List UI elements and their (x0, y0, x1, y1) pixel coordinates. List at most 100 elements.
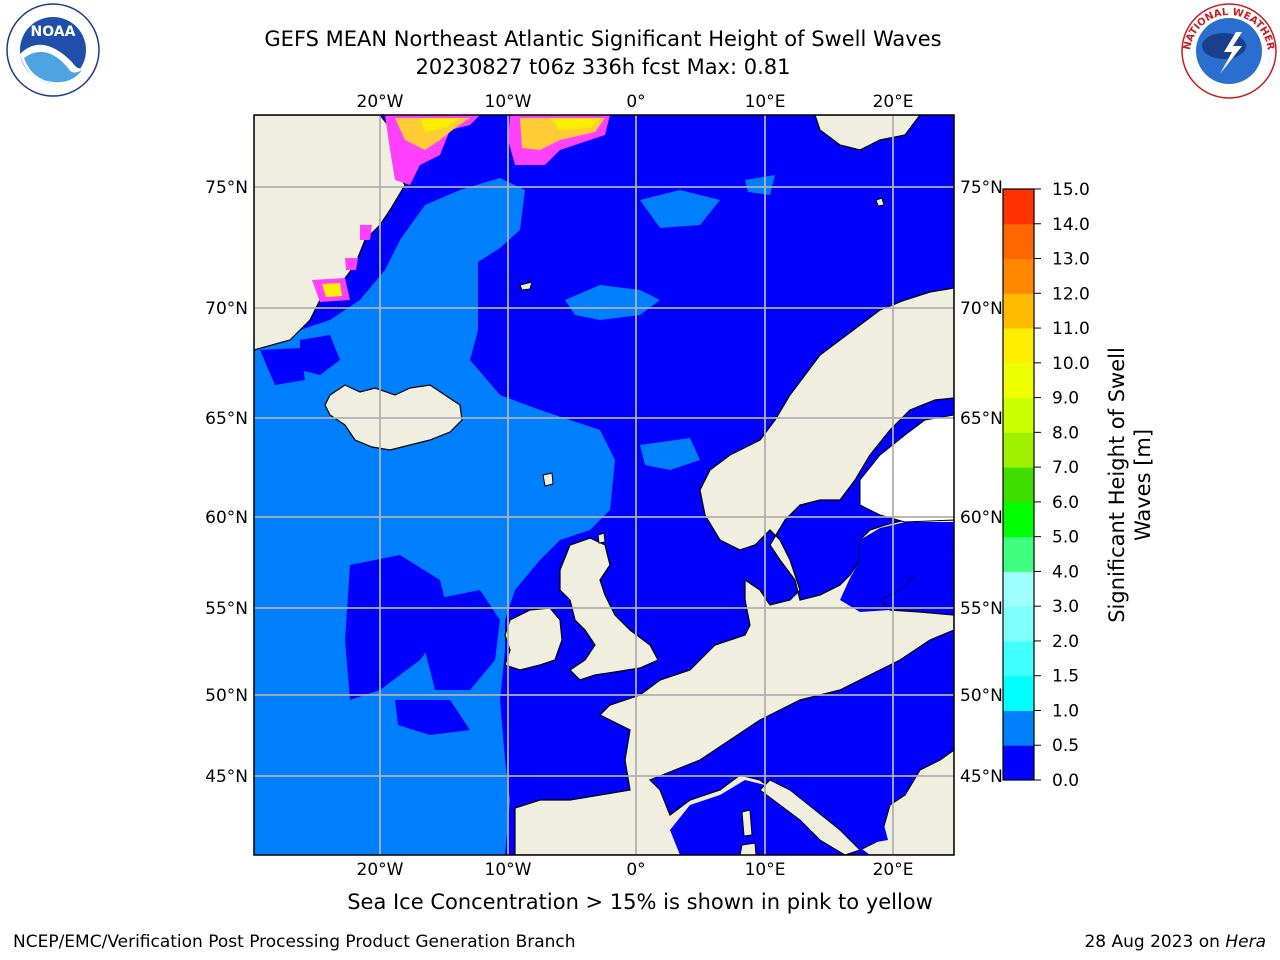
colorbar-tick-label: 7.0 (1052, 458, 1079, 478)
land-corsica (741, 809, 753, 837)
land-sardinia (739, 842, 757, 855)
land-great-britain (559, 537, 659, 681)
colorbar-swatch (1003, 536, 1034, 572)
colorbar-swatch (1003, 293, 1034, 329)
colorbar-tick-label: 9.0 (1052, 389, 1079, 409)
colorbar-frame (1002, 188, 1035, 781)
lat-tick-label-left: 70°N (205, 299, 248, 319)
lon-tick-label-top: 20°W (357, 92, 404, 112)
sea-ice-fram-high (550, 118, 600, 130)
noaa-logo: NOAA (6, 3, 100, 97)
land-bear-island (875, 197, 885, 207)
colorbar-swatch (1003, 328, 1034, 364)
lon-tick-label-top: 20°E (873, 92, 914, 112)
lat-tick-label-left: 75°N (205, 178, 248, 198)
colorbar-tick-label: 1.5 (1052, 667, 1079, 687)
colorbar: 0.0 0.5 1.0 1.5 2.0 3.0 4.0 5.0 6.0 7.0 8.0 9.0 10.0… (1002, 180, 1090, 791)
colorbar-tick-label: 14.0 (1052, 215, 1090, 235)
land-jan-mayen (519, 281, 533, 291)
colorbar-swatch (1003, 710, 1034, 746)
colorbar-swatch (1003, 362, 1034, 399)
lat-tick-label-right: 65°N (960, 409, 1003, 429)
colorbar-swatch (1003, 223, 1034, 260)
lat-tick-label-right: 75°N (960, 178, 1003, 198)
colorbar-swatch (1003, 467, 1034, 503)
colorbar-tick-label: 13.0 (1052, 250, 1090, 270)
colorbar-swatch (1003, 501, 1034, 538)
colorbar-swatch (1003, 397, 1034, 433)
lat-tick-label-right: 60°N (960, 508, 1003, 528)
footer-date: 28 Aug 2023 on Hera (1084, 932, 1266, 952)
lon-tick-label-bottom: 10°W (485, 860, 532, 880)
footer-date-text: 28 Aug 2023 on (1084, 932, 1226, 952)
colorbar-tick-label: 11.0 (1052, 319, 1090, 339)
colorbar-tick-label: 10.0 (1052, 354, 1090, 374)
colorbar-tick-label: 4.0 (1052, 562, 1079, 582)
lon-tick-label-top: 10°W (485, 92, 532, 112)
swell-zone-low-patch (425, 590, 500, 690)
swell-zone-mid-patch (295, 548, 325, 565)
colorbar-swatch (1003, 258, 1034, 294)
colorbar-swatch (1003, 745, 1034, 781)
lat-tick-label-left: 50°N (205, 686, 248, 706)
swell-zone-mid-patch (640, 190, 720, 228)
colorbar-swatch (1003, 640, 1034, 677)
colorbar-tick-label: 0.5 (1052, 736, 1079, 756)
lon-tick-label-top: 0° (626, 92, 645, 112)
land-shetland (597, 532, 606, 544)
lon-tick-label-bottom: 0° (626, 860, 645, 880)
swell-zone-mid-patch (745, 175, 775, 195)
colorbar-tick-label: 0.0 (1052, 771, 1079, 791)
swell-zone-low-patch (260, 348, 305, 385)
colorbar-swatch (1003, 189, 1034, 225)
colorbar-swatch (1003, 675, 1034, 711)
swell-zone-mid-patch (640, 438, 700, 470)
colorbar-tick-label: 15.0 (1052, 180, 1090, 200)
map-title: GEFS MEAN Northeast Atlantic Significant… (264, 27, 942, 51)
swell-zone-mid-patch (430, 470, 470, 500)
land-faroe (542, 472, 554, 487)
lat-tick-label-left: 60°N (205, 508, 248, 528)
footer-branch: NCEP/EMC/Verification Post Processing Pr… (13, 932, 576, 952)
colorbar-tick-label: 8.0 (1052, 423, 1079, 443)
lon-tick-label-bottom: 20°W (357, 860, 404, 880)
swell-zone-low-patch (345, 555, 450, 700)
footer-machine: Hera (1225, 932, 1266, 952)
map-tick-labels: 20°W 20°W 10°W 10°W 0° 0° 10°E 10°E 20°E 20°E 75°N… (205, 92, 1003, 880)
lon-tick-label-bottom: 20°E (873, 860, 914, 880)
lat-tick-label-right: 70°N (960, 299, 1003, 319)
lat-tick-label-left: 55°N (205, 599, 248, 619)
colorbar-tick-label: 3.0 (1052, 597, 1079, 617)
colorbar-tick-label: 2.0 (1052, 632, 1079, 652)
colorbar-swatch (1003, 606, 1034, 642)
lat-tick-label-right: 45°N (960, 767, 1003, 787)
colorbar-label-line1: Significant Height of Swell (1105, 347, 1129, 623)
lon-tick-label-bottom: 10°E (745, 860, 786, 880)
sea-ice-greenland-high (420, 118, 460, 132)
lat-tick-label-left: 45°N (205, 767, 248, 787)
water-adriatic (795, 768, 888, 845)
lat-tick-label-right: 55°N (960, 599, 1003, 619)
colorbar-swatch (1003, 432, 1034, 468)
map-area (254, 115, 954, 855)
swell-zone-low-patch (300, 335, 340, 375)
lat-tick-label-right: 50°N (960, 686, 1003, 706)
sea-ice-note: Sea Ice Concentration > 15% is shown in … (347, 890, 933, 914)
sea-ice-greenland-core (395, 118, 470, 150)
map-frame (253, 114, 955, 856)
colorbar-tick-label: 5.0 (1052, 528, 1079, 548)
lon-tick-label-top: 10°E (745, 92, 786, 112)
swell-zone-low-patch (395, 700, 470, 735)
nws-logo: NATIONAL WEATHER SERVICE (1180, 2, 1277, 99)
lat-tick-label-left: 65°N (205, 409, 248, 429)
colorbar-label-line2: Waves [m] (1131, 429, 1155, 541)
water-baltic (840, 522, 954, 612)
colorbar-tick-label: 12.0 (1052, 284, 1090, 304)
land-italy (759, 779, 861, 855)
colorbar-tick-label: 1.0 (1052, 701, 1079, 721)
sea-ice-coast-high (322, 283, 342, 297)
sea-ice-coast (360, 225, 372, 240)
noaa-logo-text: NOAA (31, 24, 76, 40)
colorbar-swatch (1003, 571, 1034, 607)
